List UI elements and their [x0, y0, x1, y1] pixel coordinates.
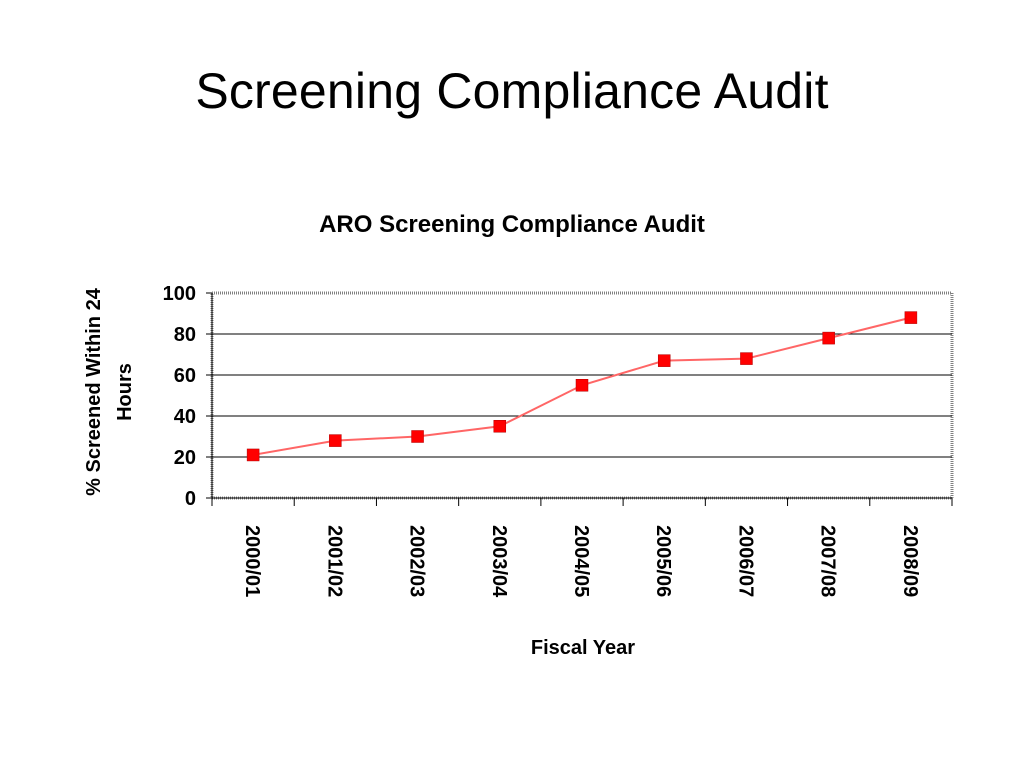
y-tick-label: 40: [174, 406, 196, 428]
data-point: [904, 311, 918, 324]
y-tick-label: 20: [174, 447, 196, 469]
y-tick-label: 80: [174, 324, 196, 346]
plot-frame: [210, 291, 954, 500]
x-tick-label: 2001/02: [323, 525, 345, 597]
x-tick-label: 2003/04: [488, 525, 510, 598]
data-point: [657, 354, 671, 367]
x-tick-label: 2008/09: [899, 525, 921, 597]
data-point: [411, 430, 424, 443]
chart-title: ARO Screening Compliance Audit: [319, 211, 705, 238]
x-tick-label: 2002/03: [406, 525, 428, 597]
y-tick-label: 60: [174, 365, 196, 387]
y-tick-label: 0: [185, 488, 196, 510]
x-tick-label: 2006/07: [734, 525, 756, 597]
x-tick-label: 2005/06: [652, 525, 674, 597]
y-axis-label-line-1: % Screened Within 24: [83, 287, 105, 496]
data-point: [575, 379, 589, 392]
slide-title: Screening Compliance Audit: [195, 63, 829, 119]
plot-area: 0 20 40 60 80 100 2000/01 2001/02 2002/03 2003/04…: [163, 283, 954, 598]
data-point: [329, 434, 342, 447]
data-point: [493, 420, 507, 433]
data-point: [822, 331, 835, 345]
x-tick-label: 2000/01: [241, 525, 263, 597]
x-axis-label: Fiscal Year: [531, 637, 635, 659]
data-point: [246, 448, 260, 462]
x-tick-label: 2004/05: [570, 525, 592, 597]
x-tick-label: 2007/08: [817, 525, 839, 597]
y-tick-label: 100: [163, 283, 196, 305]
data-point: [740, 352, 753, 365]
y-axis-label-line-2: Hours: [114, 363, 136, 421]
